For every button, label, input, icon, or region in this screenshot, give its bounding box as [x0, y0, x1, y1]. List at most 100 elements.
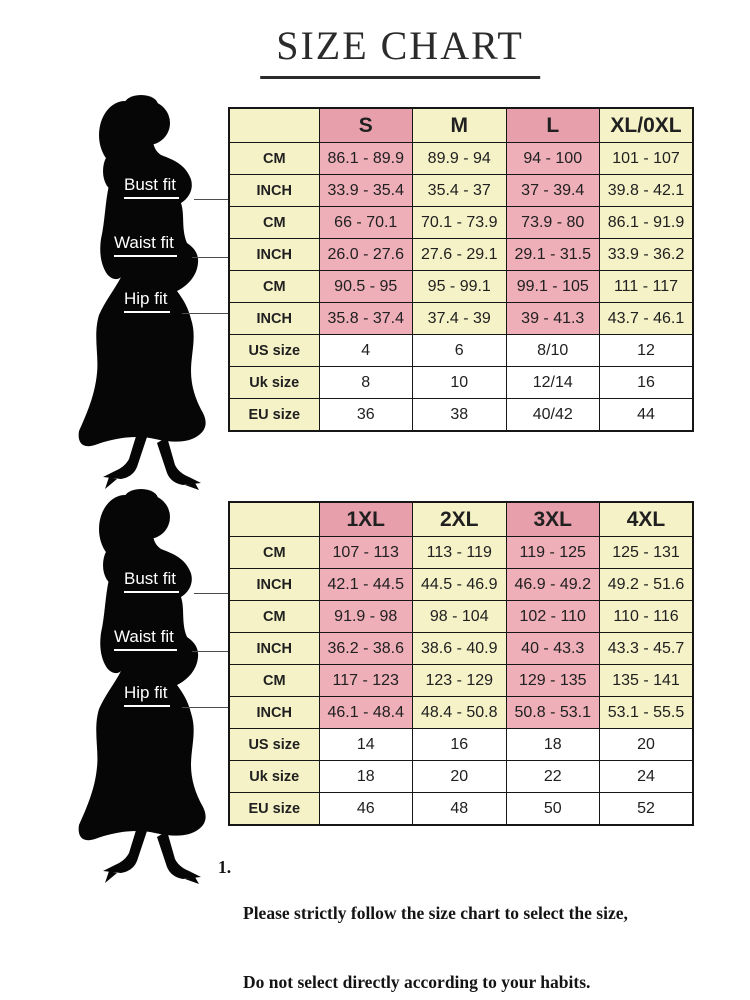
value-cell: 52: [599, 792, 694, 826]
value-cell: 4: [318, 334, 413, 367]
header-row: 1XL 2XL 3XL 4XL: [228, 501, 694, 537]
leader-line-waist: [192, 257, 228, 258]
value-cell: 24: [599, 760, 694, 793]
note-item: 1. Please strictly follow the size chart…: [218, 856, 743, 1000]
size-column-header: 1XL: [318, 501, 413, 537]
note-line: Please strictly follow the size chart to…: [243, 903, 628, 923]
value-cell: 48: [412, 792, 507, 826]
row-label: INCH: [228, 568, 320, 601]
value-cell: 8: [318, 366, 413, 399]
value-cell: 8/10: [505, 334, 600, 367]
leader-line-waist: [192, 651, 228, 652]
value-cell: 89.9 - 94: [412, 142, 507, 175]
fit-label-hip: Hip fit: [124, 684, 171, 707]
value-cell: 90.5 - 95: [318, 270, 413, 303]
value-cell: 39 - 41.3: [505, 302, 600, 335]
value-cell: 73.9 - 80: [505, 206, 600, 239]
woman-silhouette: [78, 489, 206, 884]
value-cell: 125 - 131: [599, 536, 694, 569]
value-cell: 12: [599, 334, 694, 367]
value-cell: 37.4 - 39: [412, 302, 507, 335]
value-cell: 101 - 107: [599, 142, 694, 175]
value-cell: 113 - 119: [412, 536, 507, 569]
fit-label-bust: Bust fit: [124, 570, 179, 593]
size-column-header: S: [318, 107, 413, 143]
size-column-header: 3XL: [505, 501, 600, 537]
fit-label-hip: Hip fit: [124, 290, 171, 313]
row-label: CM: [228, 536, 320, 569]
leader-line-bust: [194, 199, 228, 200]
row-label: CM: [228, 600, 320, 633]
value-cell: 43.7 - 46.1: [599, 302, 694, 335]
value-cell: 91.9 - 98: [318, 600, 413, 633]
value-cell: 46: [318, 792, 413, 826]
leader-line-hip: [182, 707, 228, 708]
value-cell: 37 - 39.4: [505, 174, 600, 207]
value-cell: 119 - 125: [505, 536, 600, 569]
value-cell: 26.0 - 27.6: [318, 238, 413, 271]
value-cell: 18: [505, 728, 600, 761]
value-cell: 20: [412, 760, 507, 793]
value-cell: 44: [599, 398, 694, 432]
table-row: Uk size 18 20 22 24: [228, 760, 694, 793]
size-notes: 1. Please strictly follow the size chart…: [218, 856, 743, 1000]
fit-label-waist: Waist fit: [114, 234, 177, 257]
value-cell: 48.4 - 50.8: [412, 696, 507, 729]
value-cell: 117 - 123: [318, 664, 413, 697]
woman-silhouette: [78, 95, 206, 490]
fit-label-waist: Waist fit: [114, 628, 177, 651]
row-label: EU size: [228, 792, 320, 826]
value-cell: 86.1 - 91.9: [599, 206, 694, 239]
value-cell: 16: [412, 728, 507, 761]
value-cell: 33.9 - 36.2: [599, 238, 694, 271]
size-column-header: 2XL: [412, 501, 507, 537]
value-cell: 53.1 - 55.5: [599, 696, 694, 729]
leader-line-bust: [194, 593, 228, 594]
value-cell: 49.2 - 51.6: [599, 568, 694, 601]
note-number: 1.: [218, 857, 232, 877]
table-row: CM 107 - 113 113 - 119 119 - 125 125 - 131: [228, 536, 694, 569]
row-label: CM: [228, 206, 320, 239]
value-cell: 42.1 - 44.5: [318, 568, 413, 601]
value-cell: 39.8 - 42.1: [599, 174, 694, 207]
row-label: INCH: [228, 174, 320, 207]
row-label: Uk size: [228, 760, 320, 793]
table-row: INCH 42.1 - 44.5 44.5 - 46.9 46.9 - 49.2 49.…: [228, 568, 694, 601]
leader-line-hip: [182, 313, 228, 314]
value-cell: 70.1 - 73.9: [412, 206, 507, 239]
row-label: CM: [228, 270, 320, 303]
value-cell: 36.2 - 38.6: [318, 632, 413, 665]
value-cell: 40/42: [505, 398, 600, 432]
row-label: CM: [228, 142, 320, 175]
corner-cell: [228, 107, 320, 143]
corner-cell: [228, 501, 320, 537]
size-column-header: M: [412, 107, 507, 143]
value-cell: 94 - 100: [505, 142, 600, 175]
value-cell: 22: [505, 760, 600, 793]
size-section-regular: Bust fit Waist fit Hip fit S M L XL/0XL CM 8…: [0, 93, 750, 493]
row-label: INCH: [228, 238, 320, 271]
value-cell: 10: [412, 366, 507, 399]
value-cell: 110 - 116: [599, 600, 694, 633]
table-row: CM 66 - 70.1 70.1 - 73.9 73.9 - 80 86.1 - 91…: [228, 206, 694, 239]
row-label: EU size: [228, 398, 320, 432]
row-label: US size: [228, 728, 320, 761]
value-cell: 33.9 - 35.4: [318, 174, 413, 207]
value-cell: 14: [318, 728, 413, 761]
table-row: CM 90.5 - 95 95 - 99.1 99.1 - 105 111 - 117: [228, 270, 694, 303]
value-cell: 50: [505, 792, 600, 826]
row-label: US size: [228, 334, 320, 367]
value-cell: 123 - 129: [412, 664, 507, 697]
value-cell: 40 - 43.3: [505, 632, 600, 665]
table-row: INCH 36.2 - 38.6 38.6 - 40.9 40 - 43.3 43.3 …: [228, 632, 694, 665]
size-section-plus: Bust fit Waist fit Hip fit 1XL 2XL 3XL 4XL …: [0, 487, 750, 887]
value-cell: 20: [599, 728, 694, 761]
page-title: SIZE CHART: [260, 22, 540, 79]
value-cell: 86.1 - 89.9: [318, 142, 413, 175]
woman-silhouette-shape: [78, 95, 206, 490]
header-row: S M L XL/0XL: [228, 107, 694, 143]
table-row: CM 91.9 - 98 98 - 104 102 - 110 110 - 116: [228, 600, 694, 633]
table-row: INCH 46.1 - 48.4 48.4 - 50.8 50.8 - 53.1 53.…: [228, 696, 694, 729]
value-cell: 46.9 - 49.2: [505, 568, 600, 601]
